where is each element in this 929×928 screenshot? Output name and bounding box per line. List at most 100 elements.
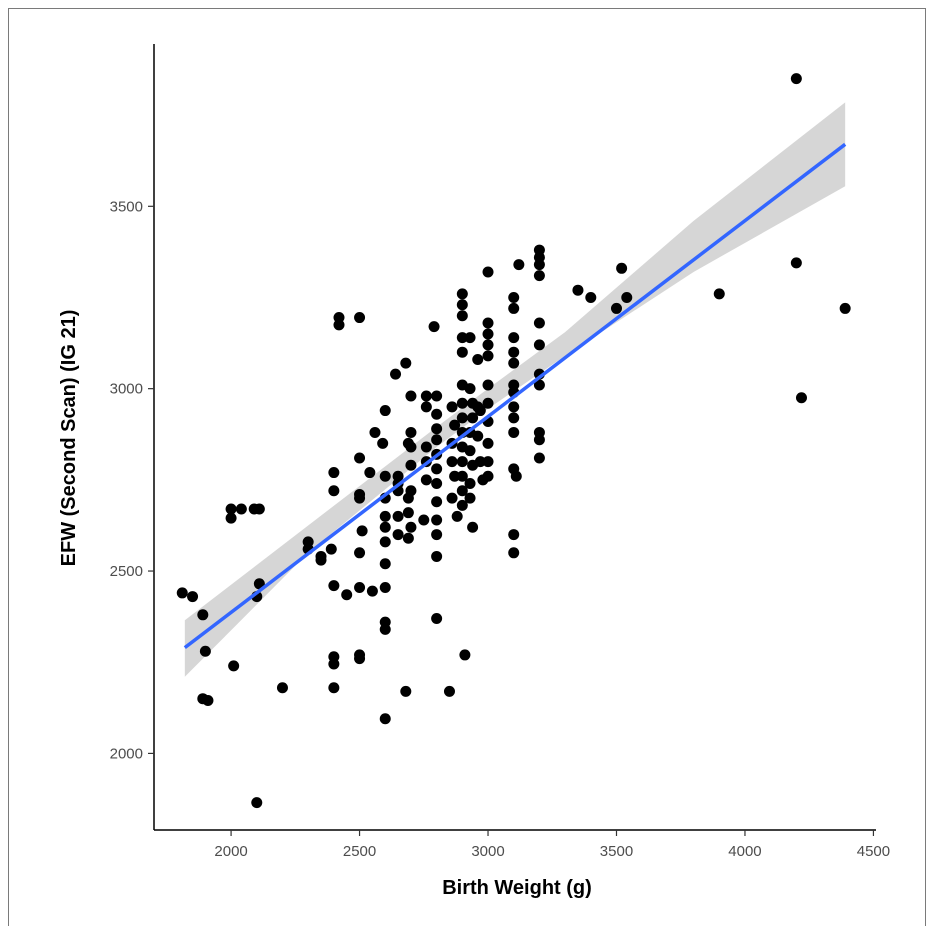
data-point bbox=[482, 350, 494, 362]
x-tick-label: 4000 bbox=[728, 843, 761, 860]
data-point bbox=[366, 585, 378, 597]
data-point bbox=[790, 73, 802, 85]
data-point bbox=[418, 514, 430, 526]
data-point bbox=[472, 353, 484, 365]
y-tick-label: 2000 bbox=[110, 745, 143, 762]
data-point bbox=[354, 312, 366, 324]
data-point bbox=[405, 485, 417, 497]
axes-layer bbox=[153, 44, 876, 831]
data-point bbox=[431, 434, 443, 446]
data-point bbox=[513, 259, 525, 271]
data-point bbox=[400, 685, 412, 697]
data-point bbox=[713, 288, 725, 300]
data-point bbox=[253, 503, 265, 515]
data-point bbox=[420, 474, 432, 486]
data-point bbox=[431, 390, 443, 402]
data-point bbox=[431, 612, 443, 624]
data-point bbox=[379, 521, 391, 533]
data-point bbox=[356, 525, 368, 537]
data-point bbox=[379, 623, 391, 635]
data-point bbox=[508, 547, 520, 559]
data-point bbox=[464, 478, 476, 490]
data-point bbox=[354, 581, 366, 593]
data-point bbox=[472, 430, 484, 442]
fit-line-layer bbox=[183, 142, 847, 650]
data-point bbox=[795, 392, 807, 404]
data-point bbox=[405, 426, 417, 438]
data-point bbox=[533, 317, 545, 329]
data-point bbox=[621, 291, 633, 303]
data-point bbox=[431, 423, 443, 435]
x-tick-label: 3000 bbox=[471, 843, 504, 860]
data-point bbox=[315, 554, 327, 566]
data-point bbox=[456, 412, 468, 424]
data-point bbox=[328, 682, 340, 694]
data-point bbox=[431, 478, 443, 490]
y-tick-label: 3500 bbox=[110, 198, 143, 215]
data-point bbox=[474, 405, 486, 417]
data-point bbox=[354, 452, 366, 464]
data-point bbox=[431, 408, 443, 420]
data-point bbox=[482, 397, 494, 409]
data-point bbox=[616, 262, 628, 274]
data-point bbox=[510, 470, 522, 482]
data-point bbox=[325, 543, 337, 555]
data-point bbox=[482, 266, 494, 278]
data-point bbox=[456, 310, 468, 322]
data-point bbox=[225, 503, 237, 515]
data-point bbox=[405, 390, 417, 402]
figure-frame bbox=[8, 8, 926, 926]
data-point bbox=[354, 653, 366, 665]
x-tick-label: 2000 bbox=[214, 843, 247, 860]
data-point bbox=[572, 284, 584, 296]
data-point bbox=[228, 660, 240, 672]
data-point bbox=[431, 514, 443, 526]
x-axis-title: Birth Weight (g) bbox=[442, 877, 592, 899]
data-point bbox=[400, 357, 412, 369]
x-tick-label: 2500 bbox=[343, 843, 376, 860]
data-point bbox=[392, 510, 404, 522]
data-point bbox=[199, 645, 211, 657]
data-point bbox=[446, 456, 458, 468]
x-tick-label: 4500 bbox=[857, 843, 890, 860]
data-point bbox=[508, 291, 520, 303]
data-point bbox=[369, 426, 381, 438]
y-axis-title: EFW (Second Scan) (IG 21) bbox=[58, 310, 80, 567]
data-point bbox=[533, 452, 545, 464]
data-point bbox=[354, 547, 366, 559]
data-point bbox=[328, 658, 340, 670]
ticks-layer: 2000 2500 3000 3500 4000 4500 2000 2500 3000 3500 bbox=[110, 198, 890, 860]
data-point bbox=[482, 456, 494, 468]
data-point bbox=[482, 339, 494, 351]
y-tick-label: 3000 bbox=[110, 381, 143, 398]
data-point bbox=[276, 682, 288, 694]
data-point bbox=[482, 317, 494, 329]
data-point bbox=[449, 470, 461, 482]
data-point bbox=[328, 485, 340, 497]
data-point bbox=[187, 591, 199, 603]
data-point bbox=[456, 299, 468, 311]
data-point bbox=[405, 521, 417, 533]
data-point bbox=[508, 357, 520, 369]
data-point bbox=[533, 259, 545, 271]
data-point bbox=[202, 695, 214, 707]
points-layer bbox=[176, 73, 851, 809]
data-point bbox=[379, 510, 391, 522]
data-point bbox=[431, 529, 443, 541]
data-point bbox=[482, 437, 494, 449]
data-point bbox=[790, 257, 802, 269]
data-point bbox=[451, 510, 463, 522]
data-point bbox=[379, 470, 391, 482]
data-point bbox=[464, 332, 476, 344]
data-point bbox=[176, 587, 188, 599]
data-point bbox=[379, 536, 391, 548]
data-point bbox=[392, 529, 404, 541]
data-point bbox=[467, 412, 479, 424]
data-point bbox=[464, 383, 476, 395]
fit-line bbox=[183, 142, 847, 650]
x-tick-label: 3500 bbox=[600, 843, 633, 860]
data-point bbox=[333, 319, 345, 331]
data-point bbox=[508, 346, 520, 358]
data-point bbox=[464, 445, 476, 457]
